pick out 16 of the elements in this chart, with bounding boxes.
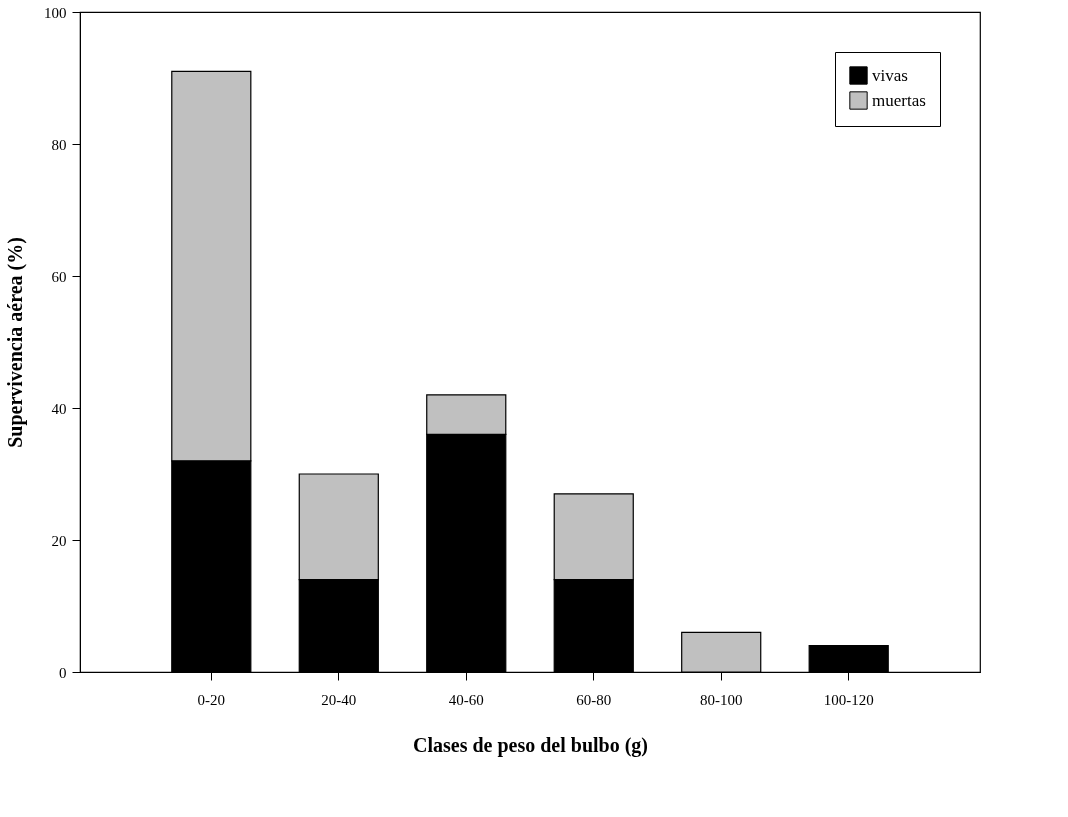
y-tick-label: 20 bbox=[51, 532, 67, 549]
x-axis-title: Clases de peso del bulbo (g) bbox=[412, 733, 649, 757]
y-tick-label: 40 bbox=[51, 400, 67, 417]
x-tick-label: 100-120 bbox=[823, 691, 874, 708]
x-tick-label: 80-100 bbox=[699, 691, 743, 708]
y-tick-label: 0 bbox=[59, 664, 67, 681]
x-tick-label: 20-40 bbox=[321, 691, 357, 708]
y-tick-label: 60 bbox=[51, 268, 67, 285]
y-tick-label: 100 bbox=[44, 4, 67, 21]
legend-label: vivas bbox=[872, 65, 908, 85]
x-tick-label: 0-20 bbox=[197, 691, 226, 708]
x-tick-label: 40-60 bbox=[448, 691, 484, 708]
y-tick-label: 80 bbox=[51, 136, 67, 153]
x-tick-label: 60-80 bbox=[576, 691, 612, 708]
y-axis-title: Supervivencia aérea (%) bbox=[4, 237, 27, 448]
legend-label: muertas bbox=[872, 90, 926, 110]
